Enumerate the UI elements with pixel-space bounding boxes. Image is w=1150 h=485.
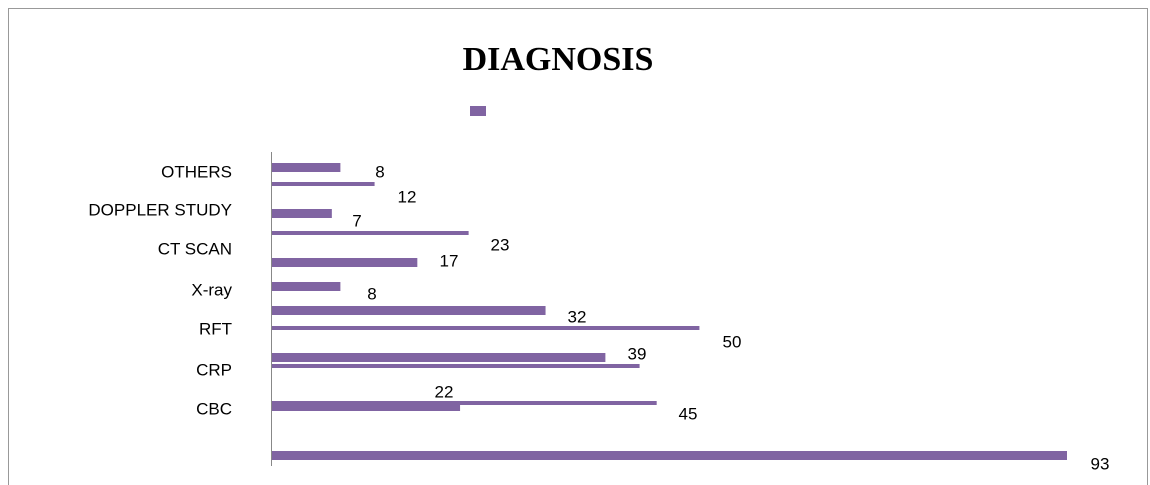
legend-key bbox=[470, 106, 486, 116]
bar bbox=[272, 258, 418, 267]
bar bbox=[272, 326, 700, 330]
bar bbox=[272, 402, 461, 411]
bar bbox=[272, 282, 341, 291]
bar bbox=[272, 231, 469, 235]
bar bbox=[272, 182, 375, 186]
bar bbox=[272, 163, 341, 172]
y-tick-label: DOPPLER STUDY bbox=[88, 200, 232, 219]
y-tick-label: CRP bbox=[196, 360, 232, 379]
data-label: 12 bbox=[398, 187, 417, 206]
data-label: 7 bbox=[352, 211, 361, 230]
y-tick-label: CT SCAN bbox=[158, 239, 232, 258]
chart-title: DIAGNOSIS bbox=[463, 41, 654, 78]
data-label: 8 bbox=[367, 284, 376, 303]
bar bbox=[272, 401, 657, 405]
bar bbox=[272, 451, 1067, 460]
data-label: 17 bbox=[440, 251, 459, 270]
data-label: 45 bbox=[679, 404, 698, 423]
data-label: 23 bbox=[491, 235, 510, 254]
bar bbox=[272, 209, 332, 218]
bar bbox=[272, 353, 606, 362]
y-tick-label: OTHERS bbox=[161, 162, 232, 181]
data-label: 39 bbox=[628, 344, 647, 363]
y-tick-label: CBC bbox=[196, 399, 232, 418]
data-label: 8 bbox=[375, 162, 384, 181]
data-label: 32 bbox=[568, 307, 587, 326]
data-label: 22 bbox=[435, 382, 454, 401]
bar bbox=[272, 306, 546, 315]
bar bbox=[272, 364, 640, 368]
y-tick-label: X-ray bbox=[191, 280, 232, 299]
data-label: 50 bbox=[723, 332, 742, 351]
data-label: 93 bbox=[1091, 454, 1110, 473]
chart-frame bbox=[8, 8, 1148, 485]
y-tick-label: RFT bbox=[199, 319, 232, 338]
